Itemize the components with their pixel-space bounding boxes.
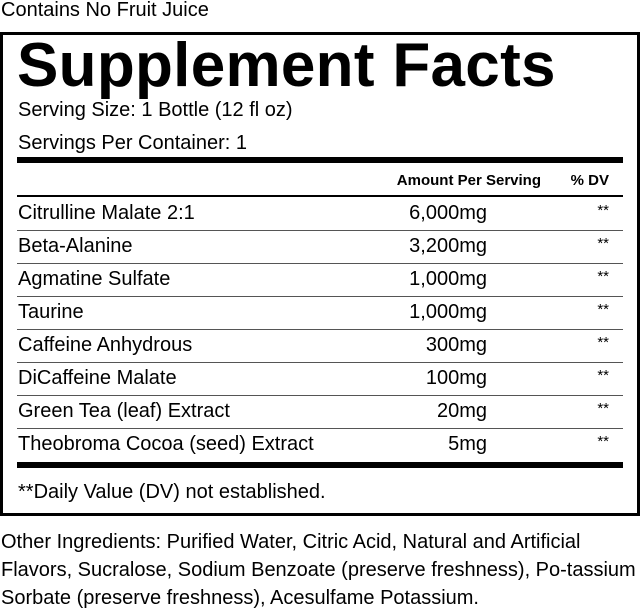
ingredient-dv: **	[597, 433, 609, 450]
ingredient-name: Beta-Alanine	[18, 235, 133, 257]
ingredient-dv: **	[597, 202, 609, 219]
ingredient-amount: 3,200mg	[409, 235, 487, 257]
divider-thick	[17, 157, 623, 163]
footnote: **Daily Value (DV) not established.	[18, 481, 326, 503]
ingredient-amount: 1,000mg	[409, 268, 487, 290]
table-row: Green Tea (leaf) Extract 20mg **	[17, 395, 623, 429]
divider-thick-bottom	[17, 462, 623, 468]
ingredient-name: Agmatine Sulfate	[18, 268, 171, 290]
table-row: Caffeine Anhydrous 300mg **	[17, 329, 623, 363]
table-row: Theobroma Cocoa (seed) Extract 5mg **	[17, 428, 623, 461]
table-row: Beta-Alanine 3,200mg **	[17, 230, 623, 264]
divider-thin	[17, 195, 623, 197]
ingredient-dv: **	[597, 400, 609, 417]
ingredient-amount: 20mg	[436, 400, 487, 422]
ingredient-name: Green Tea (leaf) Extract	[18, 400, 230, 422]
ingredient-amount: 5mg	[448, 433, 487, 455]
ingredient-amount: 1,000mg	[409, 301, 487, 323]
ingredient-amount: 6,000mg	[409, 202, 487, 224]
fruit-juice-note: Contains No Fruit Juice	[1, 0, 209, 21]
amount-header: Amount Per Serving	[396, 172, 541, 189]
table-row: DiCaffeine Malate 100mg **	[17, 362, 623, 396]
ingredient-amount: 100mg	[425, 367, 487, 389]
ingredient-dv: **	[597, 367, 609, 384]
ingredient-dv: **	[597, 235, 609, 252]
ingredient-name: Theobroma Cocoa (seed) Extract	[18, 433, 314, 455]
ingredient-name: Citrulline Malate 2:1	[18, 202, 195, 224]
table-row: Agmatine Sulfate 1,000mg **	[17, 263, 623, 297]
ingredient-name: Taurine	[18, 301, 84, 323]
ingredient-dv: **	[597, 268, 609, 285]
table-row: Citrulline Malate 2:1 6,000mg **	[17, 197, 623, 231]
ingredient-amount: 300mg	[425, 334, 487, 356]
servings-per-container: Servings Per Container: 1	[18, 132, 248, 154]
ingredient-dv: **	[597, 334, 609, 351]
supplement-facts-panel: Supplement Facts Serving Size: 1 Bottle …	[0, 32, 640, 516]
table-row: Taurine 1,000mg **	[17, 296, 623, 330]
ingredient-name: Caffeine Anhydrous	[18, 334, 193, 356]
serving-size: Serving Size: 1 Bottle (12 fl oz)	[18, 99, 293, 121]
other-ingredients: Other Ingredients: Purified Water, Citri…	[1, 531, 636, 609]
dv-header: % DV	[570, 172, 609, 189]
panel-title: Supplement Facts	[17, 31, 556, 100]
ingredient-name: DiCaffeine Malate	[18, 367, 177, 389]
ingredient-dv: **	[597, 301, 609, 318]
